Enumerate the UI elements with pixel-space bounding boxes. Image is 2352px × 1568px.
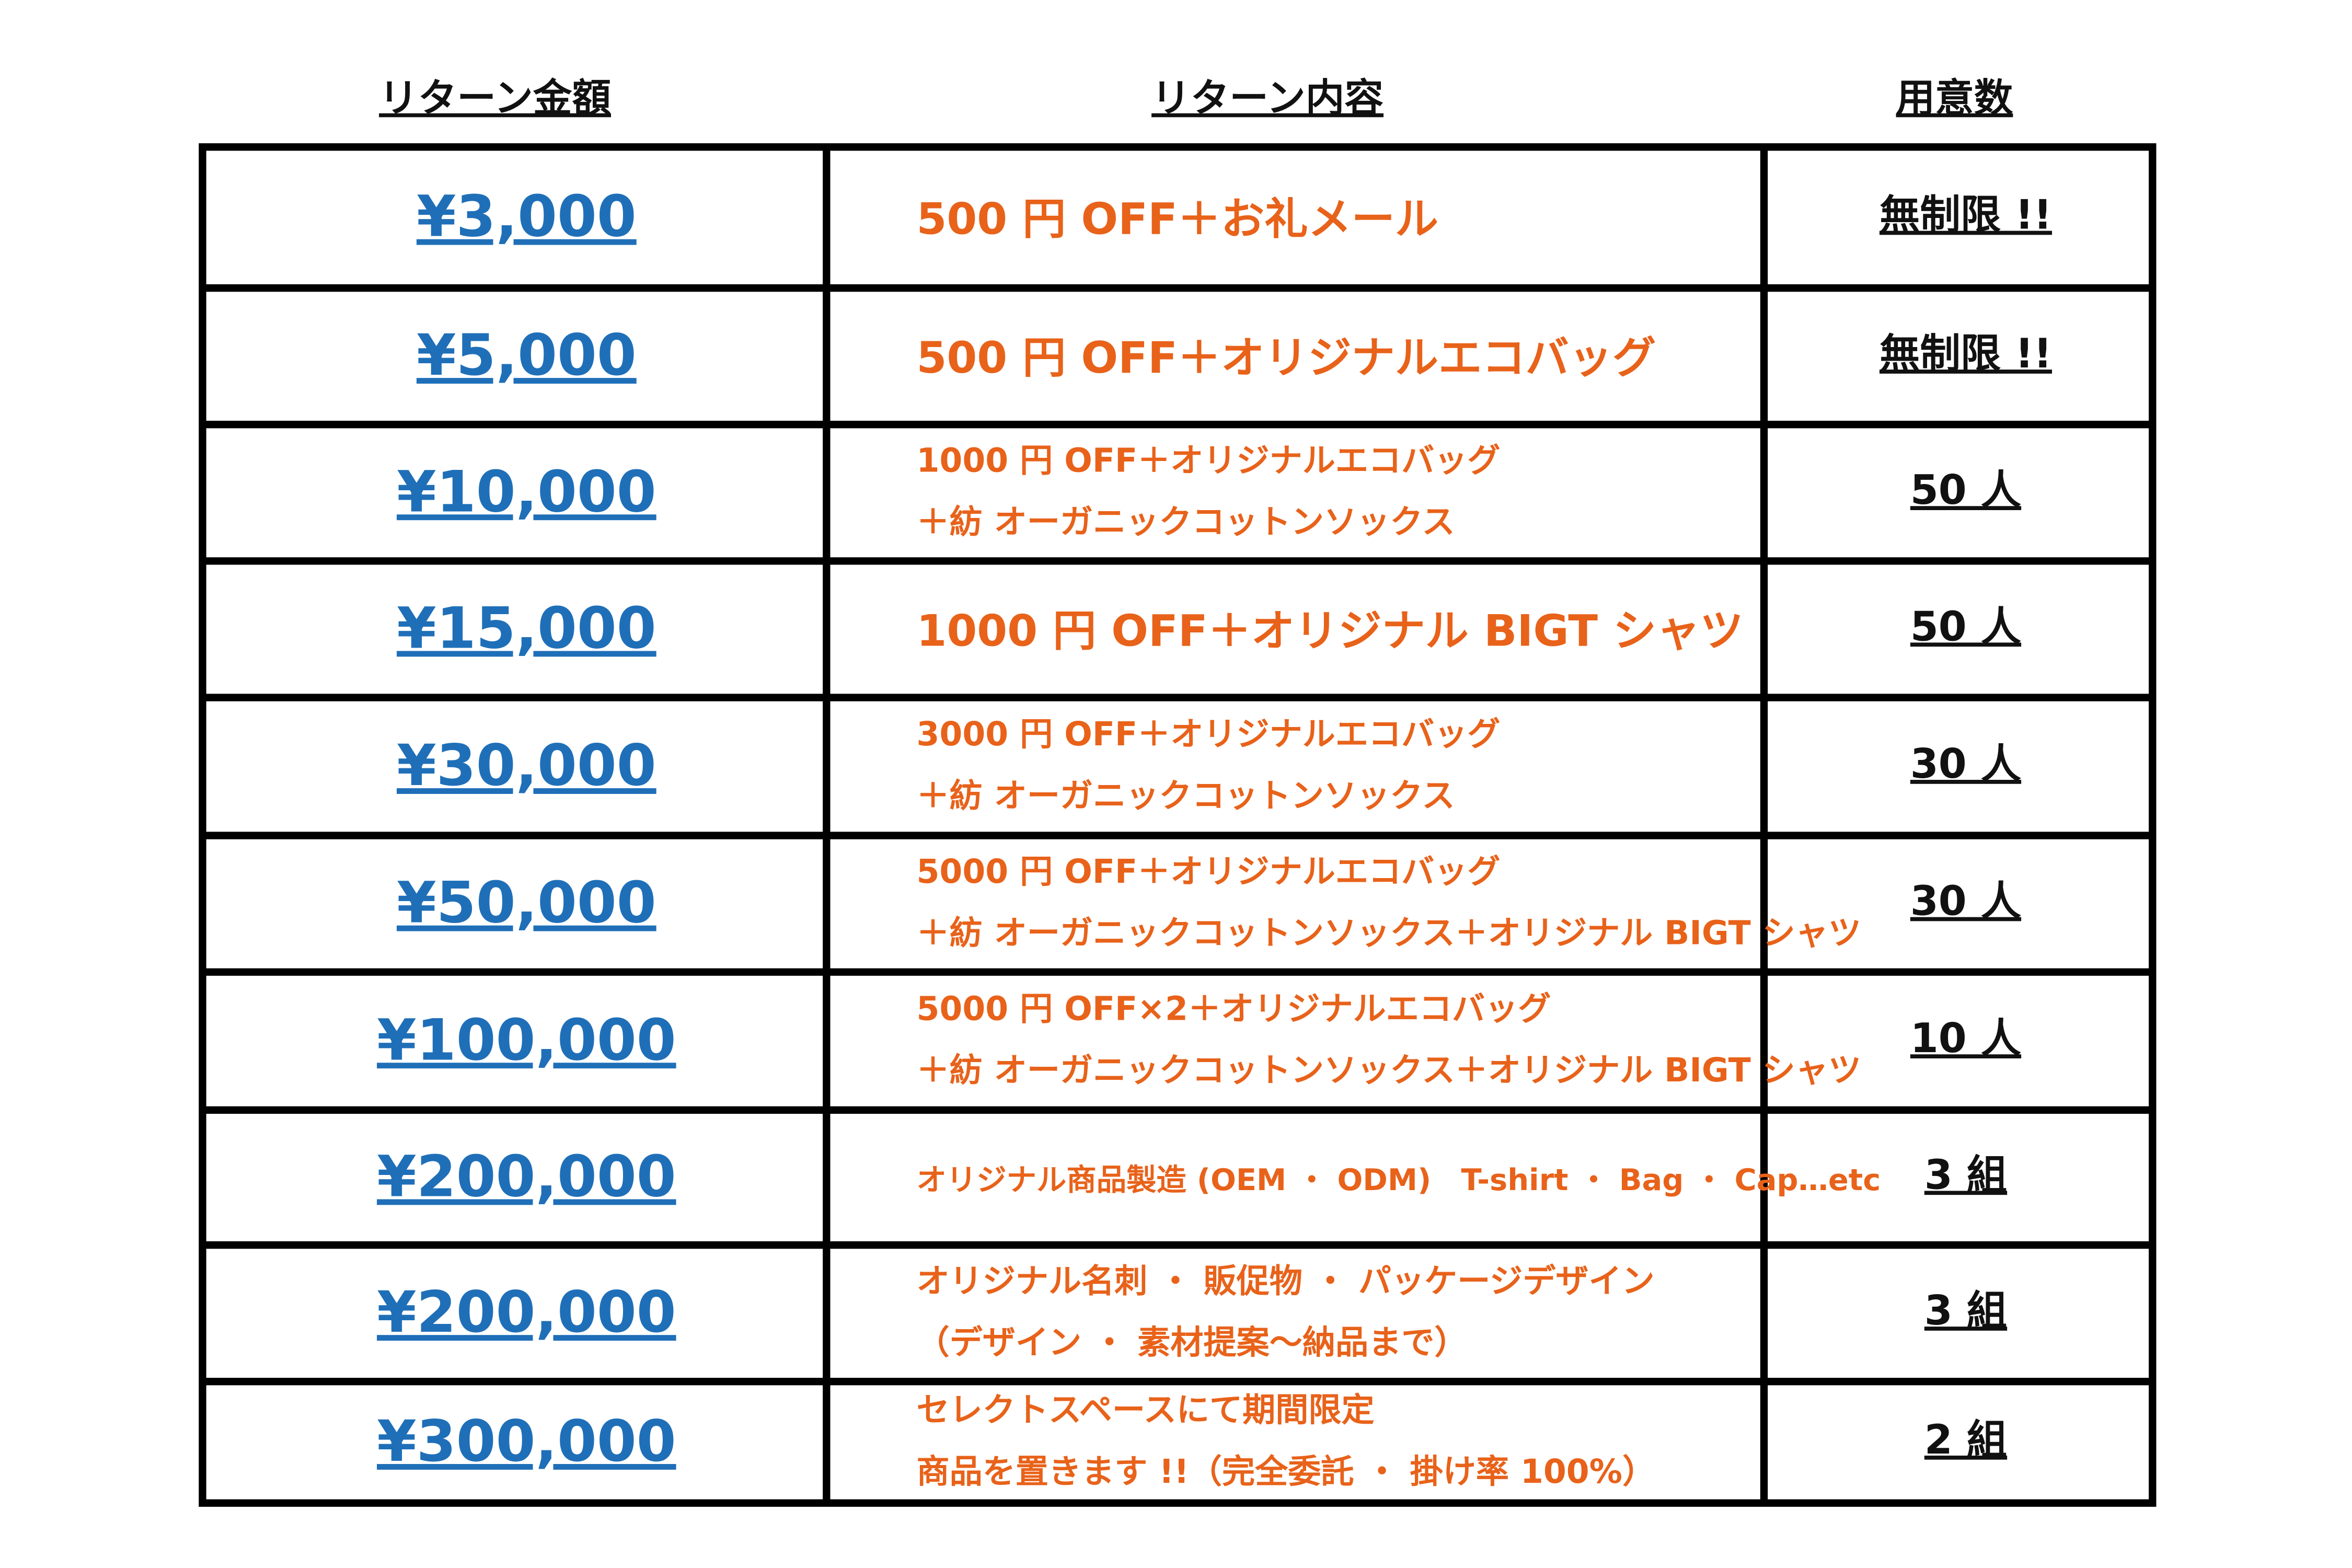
return-content: （デザイン ・ 素材提案～納品まで）: [917, 1323, 1468, 1362]
return-content: 500 円 OFF＋お礼メール: [917, 194, 1439, 245]
return-amount: ¥15,000: [397, 595, 656, 661]
return-content: 3000 円 OFF＋オリジナルエコバッグ: [917, 714, 1501, 753]
return-content: ＋紡 オーガニックコットンソックス: [917, 776, 1455, 815]
return-content: セレクトスペースにて期間限定: [917, 1390, 1375, 1429]
return-amount: ¥50,000: [397, 870, 656, 936]
column-header: リターン内容: [1151, 75, 1383, 121]
return-amount: ¥3,000: [417, 183, 637, 250]
table-border: [199, 143, 2157, 1507]
return-content: 1000 円 OFF＋オリジナルエコバッグ: [917, 441, 1501, 479]
return-amount: ¥30,000: [397, 732, 656, 799]
return-content: オリジナル名刺 ・ 販促物 ・ パッケージデザイン: [917, 1261, 1655, 1300]
return-content: 500 円 OFF＋オリジナルエコバッグ: [917, 332, 1656, 383]
return-content: ＋紡 オーガニックコットンソックス＋オリジナル BIGT シャツ: [917, 1051, 1862, 1089]
return-amount: ¥200,000: [377, 1143, 676, 1209]
column-header: リターン金額: [379, 75, 611, 121]
return-content: オリジナル商品製造 (OEM ・ ODM) T-shirt ・ Bag ・ Ca…: [917, 1162, 1881, 1197]
quantity: 30 人: [1910, 878, 2022, 925]
quantity: 3 組: [1924, 1151, 2007, 1198]
return-amount: ¥5,000: [417, 322, 637, 388]
quantity: 3 組: [1924, 1287, 2007, 1334]
return-content: 5000 円 OFF×2＋オリジナルエコバッグ: [917, 989, 1551, 1028]
return-amount: ¥100,000: [377, 1007, 676, 1073]
quantity: 無制限 !!: [1880, 192, 2052, 239]
return-content: ＋紡 オーガニックコットンソックス＋オリジナル BIGT シャツ: [917, 914, 1862, 952]
quantity: 50 人: [1910, 603, 2022, 650]
return-amount: ¥10,000: [397, 458, 656, 525]
quantity: 2 組: [1924, 1416, 2007, 1463]
quantity: 10 人: [1910, 1015, 2022, 1062]
return-content: 商品を置きます !!（完全委託 ・ 掛け率 100%）: [917, 1452, 1656, 1491]
return-content: 5000 円 OFF＋オリジナルエコバッグ: [917, 852, 1501, 891]
return-content: 1000 円 OFF＋オリジナル BIGT シャツ: [917, 606, 1744, 656]
quantity: 50 人: [1910, 467, 2022, 514]
column-header: 用意数: [1896, 75, 2013, 121]
quantity: 30 人: [1910, 741, 2022, 788]
return-amount: ¥300,000: [377, 1408, 676, 1474]
quantity: 無制限 !!: [1880, 330, 2052, 377]
return-content: ＋紡 オーガニックコットンソックス: [917, 502, 1455, 541]
return-amount: ¥200,000: [377, 1279, 676, 1345]
